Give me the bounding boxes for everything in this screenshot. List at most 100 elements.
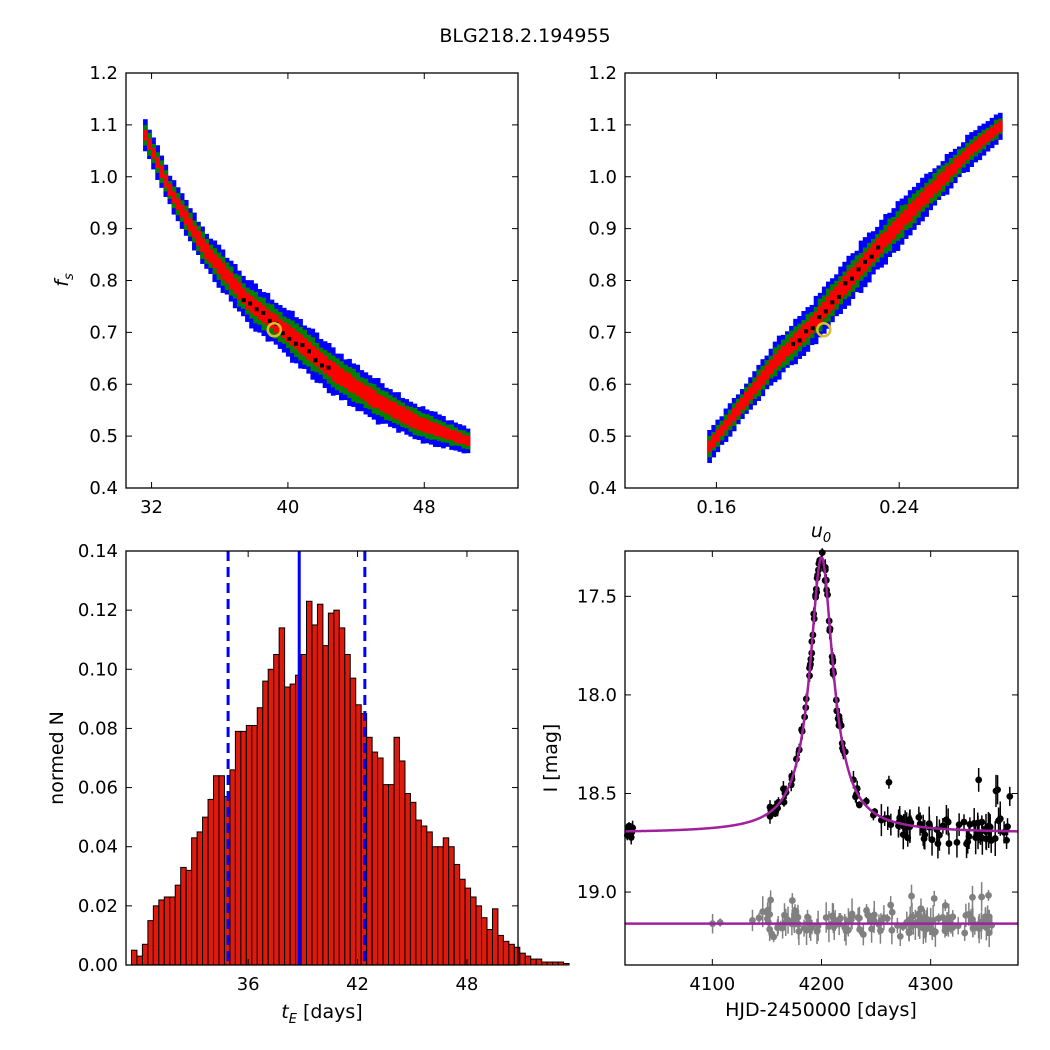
histogram-bar xyxy=(251,724,258,966)
sigma1-cell xyxy=(347,373,352,392)
y-tick-label: 1.1 xyxy=(89,115,118,136)
best-cell xyxy=(876,245,881,250)
histogram-bar xyxy=(284,686,291,966)
sigma1-cell xyxy=(809,316,815,334)
histogram-bar xyxy=(398,760,406,966)
sigma1-cell xyxy=(232,278,238,294)
sigma1-cell xyxy=(985,130,991,143)
gray-point xyxy=(896,932,904,940)
y-tick-label: 0.7 xyxy=(89,322,118,343)
sigma1-cell xyxy=(334,364,340,384)
histogram-bar xyxy=(262,680,269,966)
panel4-xlabel: HJD-2450000 [days] xyxy=(725,999,917,1021)
fs-vs-u0-panel: 0.16 0.24 0.4 0.5 0.6 0.7 0.8 0.9 1.0 1.1 1.2 xyxy=(588,63,1019,518)
sigma1-cell xyxy=(171,191,177,204)
best-cell xyxy=(313,358,318,363)
gray-point xyxy=(788,897,796,904)
black-point xyxy=(855,801,863,809)
gray-point xyxy=(949,924,957,931)
sigma1-cell xyxy=(748,387,753,400)
histogram-bar xyxy=(426,831,433,966)
best-cell xyxy=(804,329,809,334)
y-tick-label: 1.2 xyxy=(588,63,617,84)
plot-frame xyxy=(125,550,519,966)
best-cell xyxy=(797,338,802,343)
histogram-bar xyxy=(431,846,439,966)
sigma1-cell xyxy=(907,203,913,222)
te-histogram-panel: 36 42 48 0.00 0.02 0.04 0.06 0.08 0.10 0.12 0.14 xyxy=(78,541,570,995)
histogram-bar xyxy=(300,654,308,966)
gray-point xyxy=(978,893,986,901)
histogram-bar xyxy=(486,929,493,966)
gray-point xyxy=(941,901,949,909)
sigma1-cell xyxy=(461,434,467,444)
y-tick-label: 0.9 xyxy=(89,219,118,240)
sigma1-cell xyxy=(363,385,369,402)
sigma1-cell xyxy=(993,124,999,136)
gray-point xyxy=(774,924,781,932)
plot-frame xyxy=(624,550,1019,966)
sigma1-cell xyxy=(846,270,852,291)
sigma1-cell xyxy=(428,421,434,434)
y-tick-label: 0.5 xyxy=(89,426,118,447)
histogram-bar xyxy=(557,961,565,966)
panel4-ylabel: I [mag] xyxy=(540,724,562,793)
sigma1-cell xyxy=(396,405,401,420)
sigma1-cell xyxy=(723,420,729,431)
gray-point xyxy=(868,925,876,933)
sigma1-cell xyxy=(281,322,287,339)
sigma1-cell xyxy=(981,134,987,146)
y-tick-label: 0.04 xyxy=(78,837,118,858)
sigma1-cell xyxy=(290,328,295,346)
gray-point xyxy=(949,913,957,921)
y-tick-label: 0.06 xyxy=(78,778,118,799)
histogram-bar xyxy=(437,846,444,966)
histogram-bar xyxy=(541,961,548,966)
sigma1-cell xyxy=(302,338,307,357)
sigma1-cell xyxy=(449,430,454,441)
sigma1-cell xyxy=(965,147,970,160)
best-cell xyxy=(849,276,854,281)
sigma1-cell xyxy=(850,267,856,285)
black-point xyxy=(885,778,893,786)
sigma1-cell xyxy=(936,174,942,191)
black-point xyxy=(970,820,978,827)
black-point xyxy=(780,785,787,793)
y-tick-label: 0.00 xyxy=(78,955,118,976)
sigma1-cell xyxy=(924,186,929,204)
gray-point xyxy=(825,923,833,931)
histogram-bar xyxy=(563,963,570,966)
best-cell xyxy=(267,318,272,323)
sigma1-cell xyxy=(192,225,197,238)
plot-frame xyxy=(125,72,519,489)
sigma1-cell xyxy=(355,380,361,396)
sigma1-cell xyxy=(441,426,446,439)
histogram-bar xyxy=(333,609,340,966)
histogram-bar xyxy=(475,905,483,966)
best-cell xyxy=(830,300,835,305)
y-tick-label: 0.4 xyxy=(89,478,118,499)
black-point xyxy=(964,838,972,846)
sigma1-cell xyxy=(711,434,717,448)
histogram-bar xyxy=(256,707,264,966)
black-point xyxy=(936,831,943,839)
black-point xyxy=(987,837,995,844)
sigma1-cell xyxy=(330,361,336,382)
sigma1-cell xyxy=(204,243,209,260)
histogram-bar xyxy=(338,627,346,966)
x-tick-label: 4100 xyxy=(689,974,735,995)
histogram-bar xyxy=(202,816,209,966)
black-point xyxy=(1006,792,1014,800)
black-point xyxy=(915,813,923,821)
gray-point xyxy=(961,929,969,937)
histogram-bar xyxy=(508,943,515,966)
sigma1-cell xyxy=(883,231,888,248)
black-point xyxy=(995,817,1002,825)
sigma1-cell xyxy=(367,387,373,406)
sigma1-cell xyxy=(269,312,275,329)
best-cell xyxy=(817,315,822,320)
sigma1-cell xyxy=(760,370,766,385)
sigma1-cell xyxy=(445,427,450,440)
sigma1-cell xyxy=(764,365,770,380)
sigma1-cell xyxy=(956,155,962,169)
